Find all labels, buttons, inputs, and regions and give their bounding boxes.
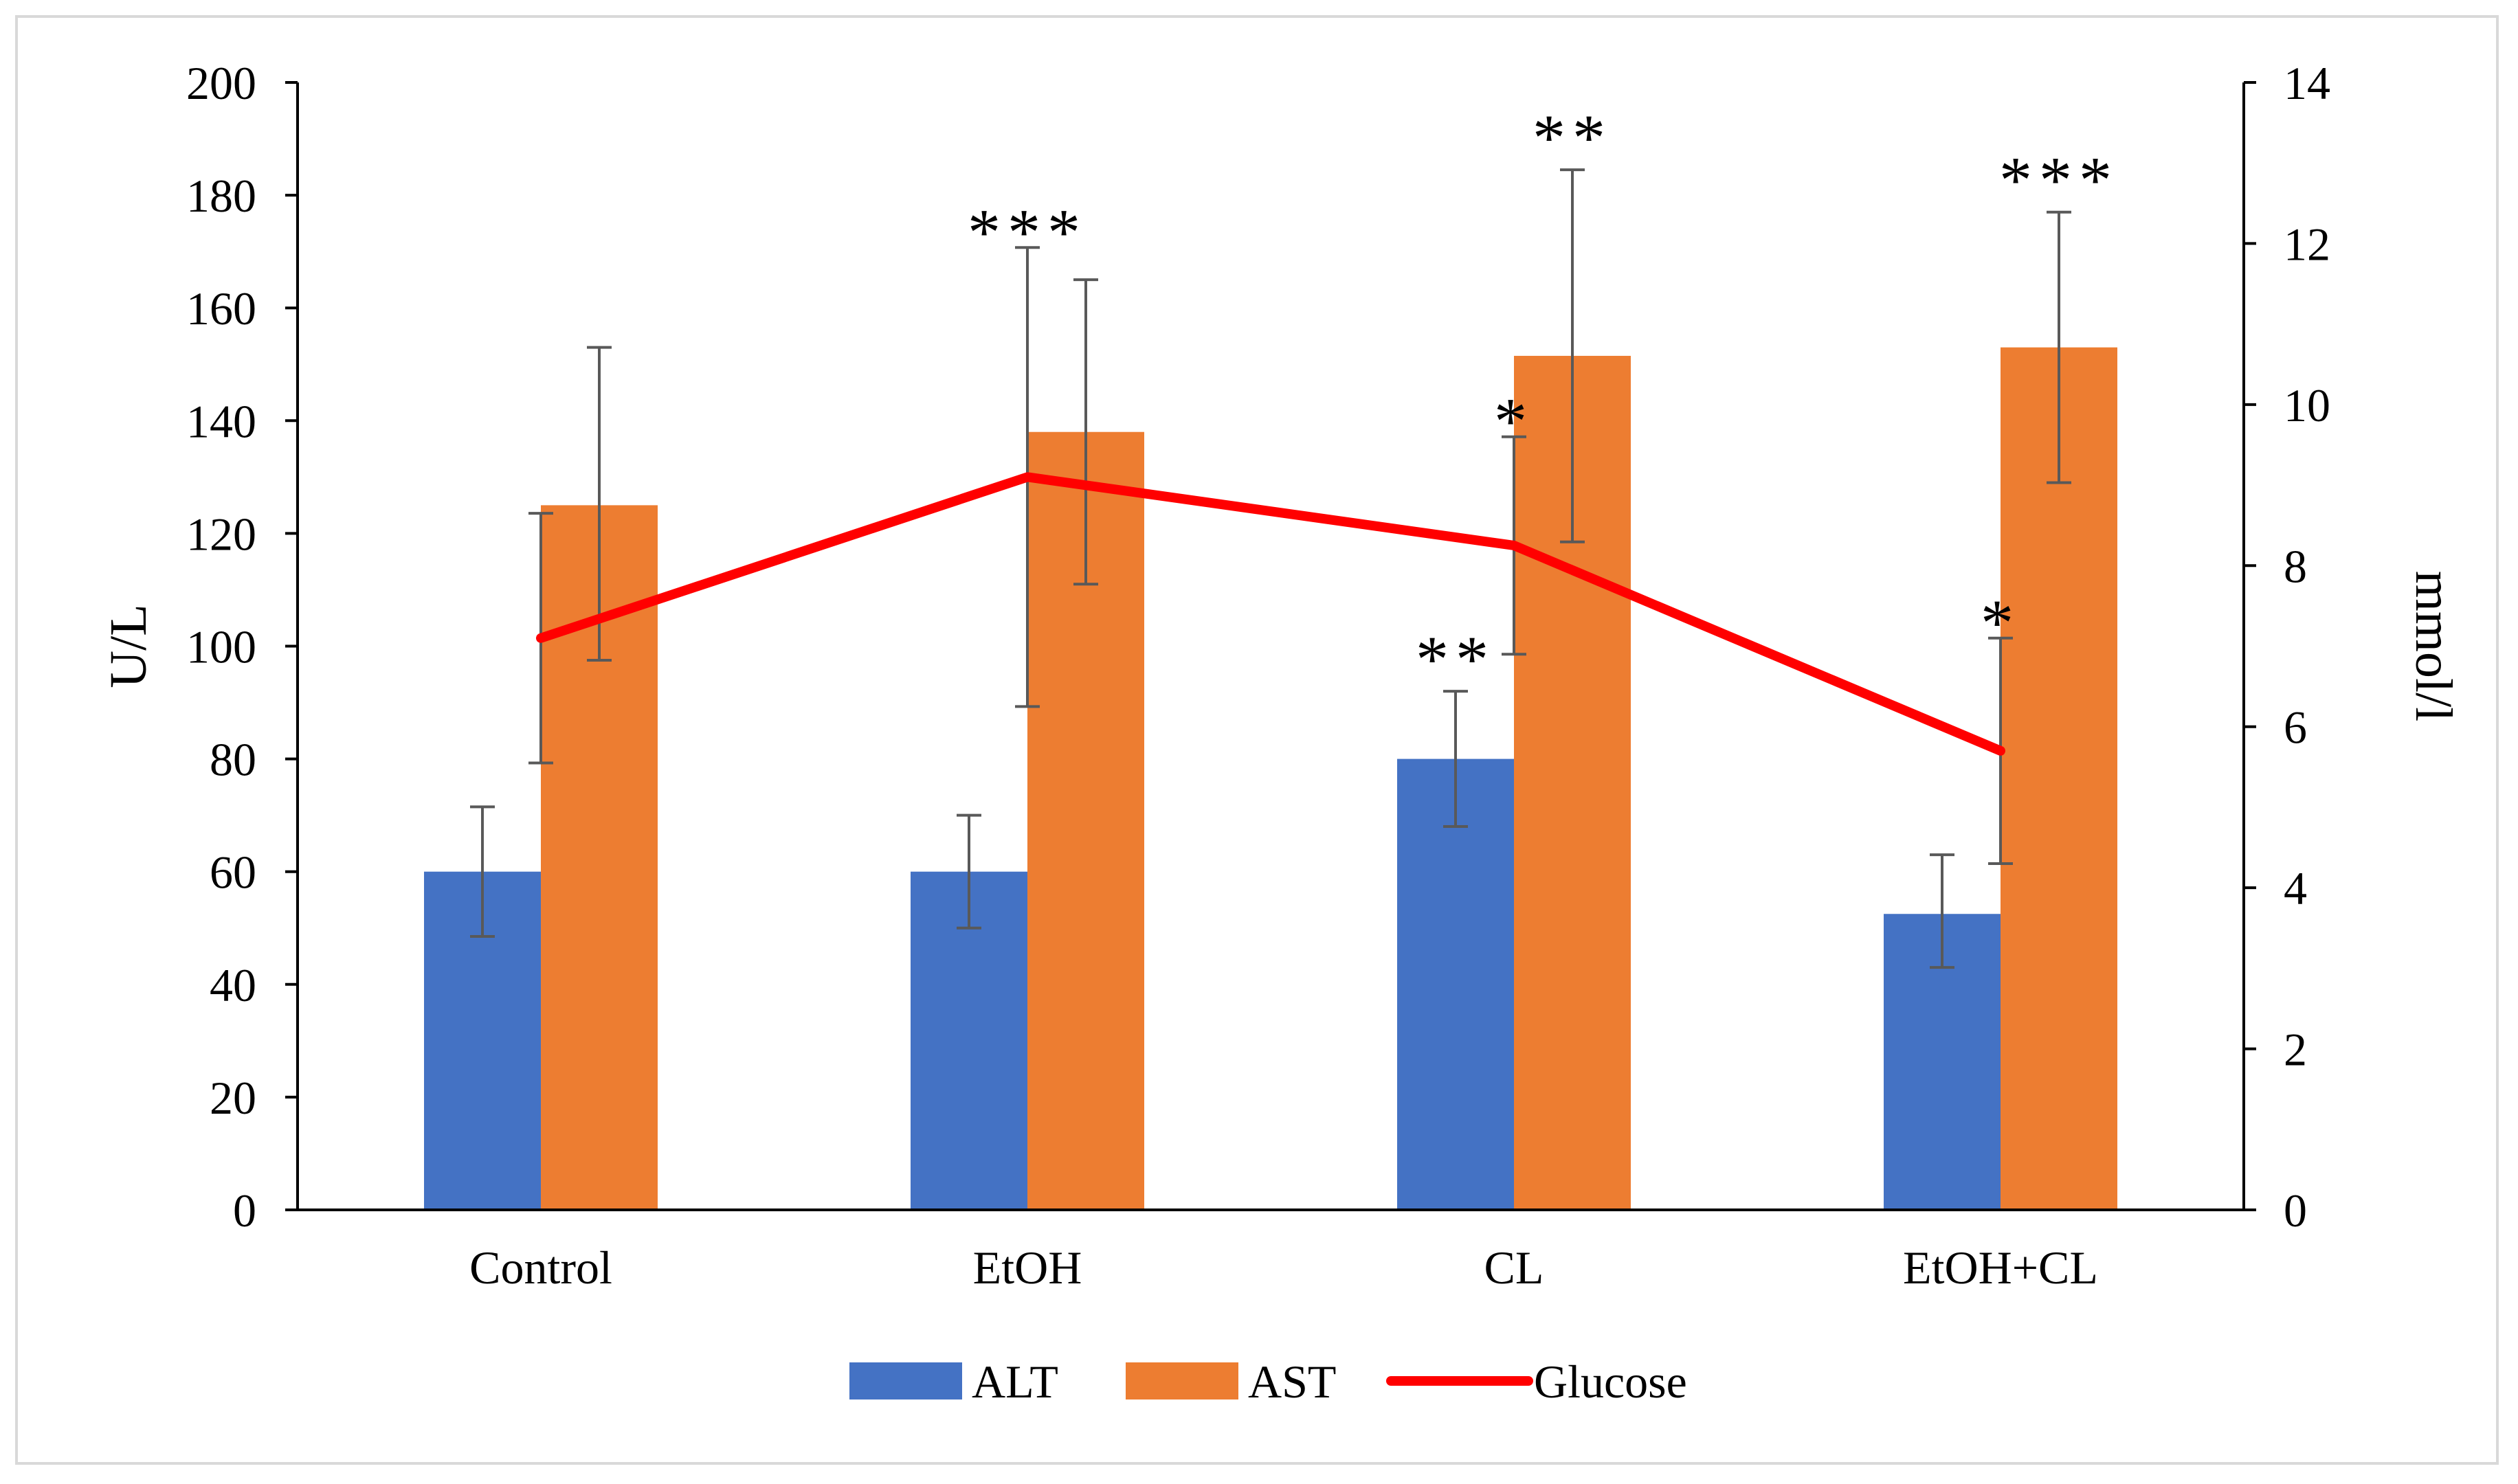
left-tick-label: 180 <box>186 170 256 222</box>
y-axis-title: U/L <box>100 604 157 688</box>
right-tick-label: 14 <box>2284 57 2330 109</box>
x-tick-label: CL <box>1484 1241 1544 1294</box>
legend-ast-label: AST <box>1248 1356 1336 1408</box>
significance-layer: ************ <box>968 101 2119 696</box>
glucose-line <box>536 472 2005 756</box>
right-tick-label: 8 <box>2284 540 2307 592</box>
legend: ALT AST Glucose <box>849 1356 1687 1408</box>
y2-axis-title: mmol/l <box>2405 571 2462 722</box>
left-tick-label: 200 <box>186 57 256 109</box>
right-tick-label: 0 <box>2284 1184 2307 1237</box>
left-tick-label: 80 <box>210 734 256 786</box>
ast-bar-cl-significance: ** <box>1533 101 1612 175</box>
error-bars-layer <box>470 168 2071 969</box>
left-tick-label: 140 <box>186 395 256 447</box>
right-tick-label: 4 <box>2284 862 2307 914</box>
glucose-point-etoh <box>1027 476 1028 478</box>
bars-layer <box>424 347 2117 1211</box>
glucose-point-cl-significance: * <box>1494 385 1534 458</box>
right-tick-label: 6 <box>2284 701 2307 754</box>
legend-alt-label: ALT <box>972 1356 1058 1408</box>
left-tick-label: 0 <box>233 1184 256 1237</box>
axes-layer: 0 20 40 60 80 100 120 140 160 180 200 0 2 4 6 8 10 12 14 Co… <box>100 57 2462 1294</box>
glucose-point-cl <box>1513 544 1515 546</box>
ast-bar-etoh-cl-significance: *** <box>1999 144 2119 217</box>
x-tick-label: EtOH+CL <box>1903 1241 2098 1294</box>
left-tick-label: 40 <box>210 959 256 1011</box>
left-tick-label: 100 <box>186 621 256 673</box>
legend-glucose-label: Glucose <box>1534 1356 1687 1408</box>
right-tick-label: 10 <box>2284 379 2330 431</box>
alt-bar-cl <box>1397 758 1514 1210</box>
legend-alt-swatch <box>849 1362 962 1399</box>
right-tick-label: 2 <box>2284 1024 2307 1076</box>
left-tick-label: 60 <box>210 846 256 899</box>
alt-bar-cl-significance: ** <box>1416 622 1495 696</box>
glucose-line-layer <box>536 472 2005 756</box>
ast-bar-etoh-cl <box>2001 347 2117 1210</box>
glucose-point-control <box>540 637 542 639</box>
left-tick-label: 120 <box>186 508 256 560</box>
left-tick-label: 160 <box>186 282 256 335</box>
glucose-point-etoh-significance: *** <box>968 195 1087 269</box>
glucose-point-etoh-cl-significance: * <box>1981 586 2020 660</box>
x-tick-label: Control <box>469 1241 612 1294</box>
glucose-point-etoh-cl <box>2000 750 2001 752</box>
left-tick-label: 20 <box>210 1072 256 1124</box>
x-tick-label: EtOH <box>973 1241 1082 1294</box>
right-tick-label: 12 <box>2284 218 2330 270</box>
legend-ast-swatch <box>1126 1362 1238 1399</box>
